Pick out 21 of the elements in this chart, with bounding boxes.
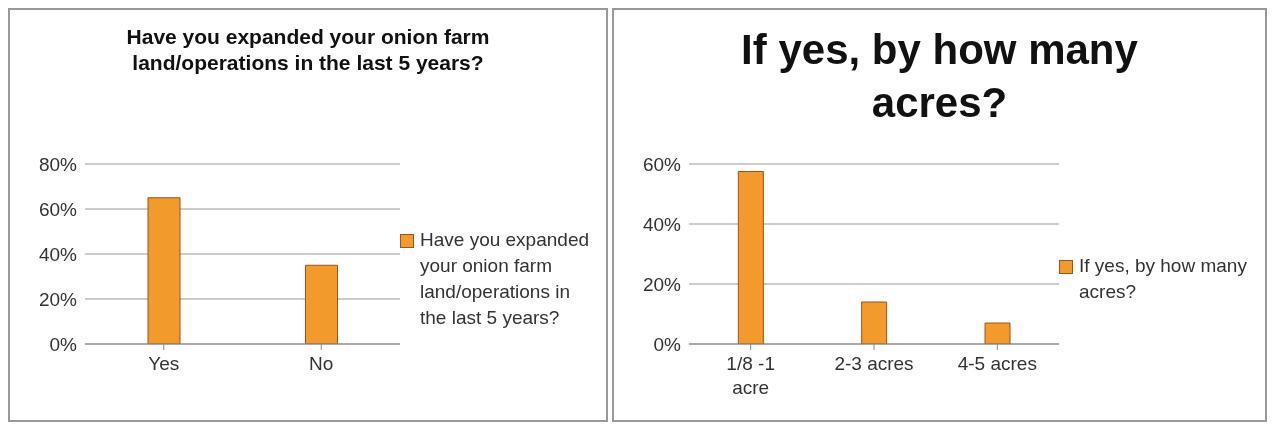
chart-title: If yes, by how many acres? [740,25,1139,128]
bar [737,171,764,344]
legend-label: If yes, by how many acres? [1079,254,1248,304]
legend-label: Have you expanded your onion farm land/operations in the last 5 years? [420,228,590,330]
bar [984,322,1011,344]
y-tick-label: 60% [642,153,682,175]
x-tick-label: 1/8 -1 acre [726,353,775,398]
x-tick-label: 4-5 acres [957,353,1037,374]
x-tick-label: No [309,353,334,374]
y-tick-label: 0% [49,333,78,355]
chart-title: Have you expanded your onion farm land/operations in the last 5 years? [125,24,491,77]
y-tick-label: 0% [653,333,682,355]
bar [861,301,888,344]
x-tick-label: Yes [148,353,180,374]
y-tick-label: 80% [38,153,78,175]
x-tick-label: 2-3 acres [834,353,914,374]
y-tick-label: 20% [38,288,78,310]
y-tick-label: 40% [38,243,78,265]
y-tick-label: 20% [642,273,682,295]
y-tick-label: 60% [38,198,78,220]
y-tick-label: 40% [642,213,682,235]
